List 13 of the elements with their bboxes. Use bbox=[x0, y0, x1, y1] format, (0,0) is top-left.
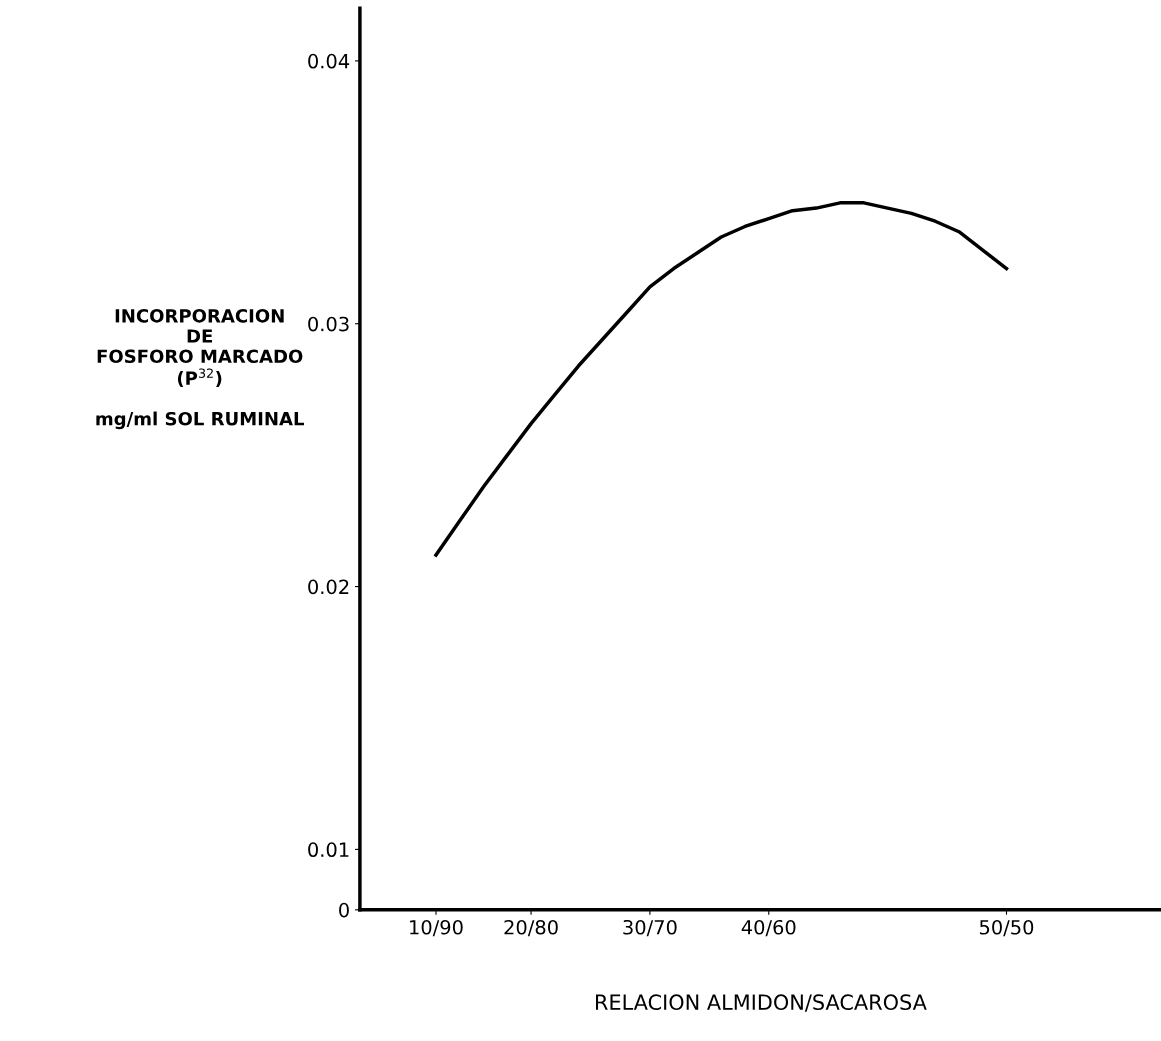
y-tick-label: 0.02 bbox=[308, 579, 349, 595]
x-tick-label: 40/60 bbox=[741, 919, 796, 937]
text: INCORPORACION DE FOSFORO MARCADO (P$^{32}$) mg/ml SOL RUMINAL bbox=[96, 309, 304, 430]
x-tick-label: 20/80 bbox=[504, 919, 558, 937]
y-tick-label: 0.04 bbox=[308, 53, 350, 69]
x-tick-label: 30/70 bbox=[623, 919, 677, 937]
y-tick-label: 0.01 bbox=[308, 842, 349, 858]
x-tick-label: 50/50 bbox=[979, 919, 1034, 937]
x-axis-title: RELACION ALMIDON/SACAROSA bbox=[596, 994, 927, 1012]
x-tick-label: 10/90 bbox=[410, 919, 463, 937]
line-series bbox=[434, 201, 1009, 557]
y-tick-label: 0 bbox=[339, 902, 349, 918]
y-tick-label: 0.03 bbox=[308, 316, 349, 332]
